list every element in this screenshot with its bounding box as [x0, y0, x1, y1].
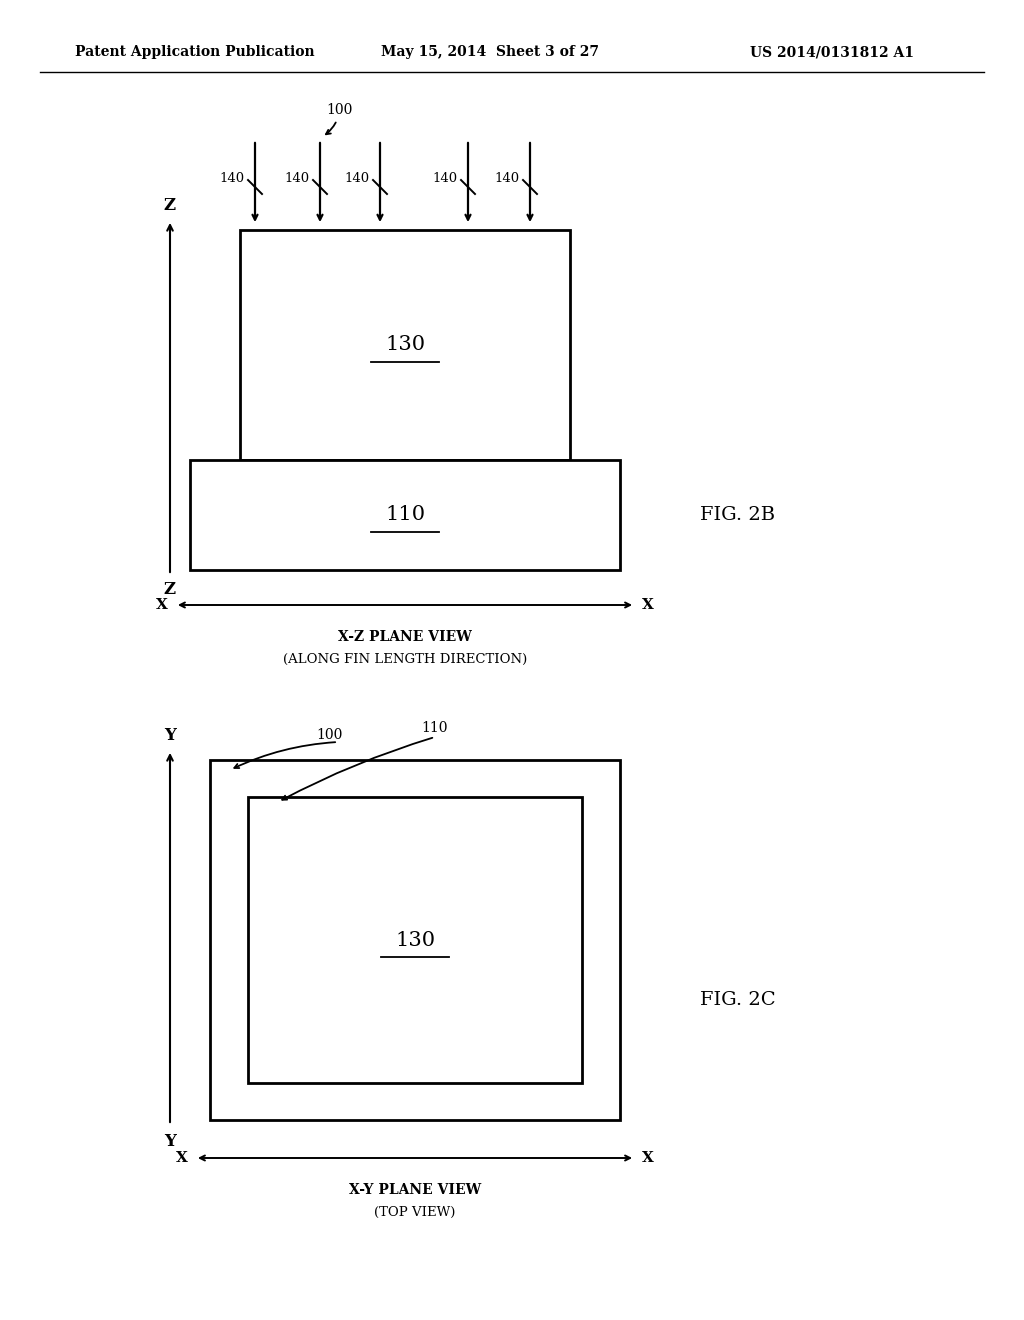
Text: 140: 140 — [285, 173, 310, 186]
Text: (TOP VIEW): (TOP VIEW) — [375, 1205, 456, 1218]
Text: Z: Z — [164, 197, 176, 214]
Text: FIG. 2B: FIG. 2B — [700, 506, 775, 524]
Text: (ALONG FIN LENGTH DIRECTION): (ALONG FIN LENGTH DIRECTION) — [283, 652, 527, 665]
Text: Y: Y — [164, 1134, 176, 1151]
Text: 130: 130 — [385, 335, 425, 355]
Text: Y: Y — [164, 726, 176, 743]
Text: US 2014/0131812 A1: US 2014/0131812 A1 — [750, 45, 914, 59]
Text: May 15, 2014  Sheet 3 of 27: May 15, 2014 Sheet 3 of 27 — [381, 45, 599, 59]
Bar — [190, 459, 620, 570]
Text: Z: Z — [164, 582, 176, 598]
Text: X-Y PLANE VIEW: X-Y PLANE VIEW — [349, 1183, 481, 1197]
Bar — [210, 760, 620, 1119]
Text: 130: 130 — [395, 931, 435, 949]
Text: Patent Application Publication: Patent Application Publication — [75, 45, 314, 59]
Text: X: X — [642, 598, 654, 612]
Text: 140: 140 — [220, 173, 245, 186]
Text: 100: 100 — [327, 103, 353, 117]
Text: 100: 100 — [316, 729, 343, 742]
Text: 140: 140 — [495, 173, 520, 186]
Text: X: X — [156, 598, 168, 612]
Text: 110: 110 — [385, 506, 425, 524]
Text: X: X — [176, 1151, 188, 1166]
Bar — [240, 230, 570, 459]
Text: X: X — [642, 1151, 654, 1166]
Text: 140: 140 — [345, 173, 370, 186]
Text: FIG. 2C: FIG. 2C — [700, 991, 775, 1008]
Bar — [248, 797, 582, 1082]
Text: 110: 110 — [422, 721, 449, 735]
Text: X-Z PLANE VIEW: X-Z PLANE VIEW — [338, 630, 472, 644]
Text: 140: 140 — [433, 173, 458, 186]
